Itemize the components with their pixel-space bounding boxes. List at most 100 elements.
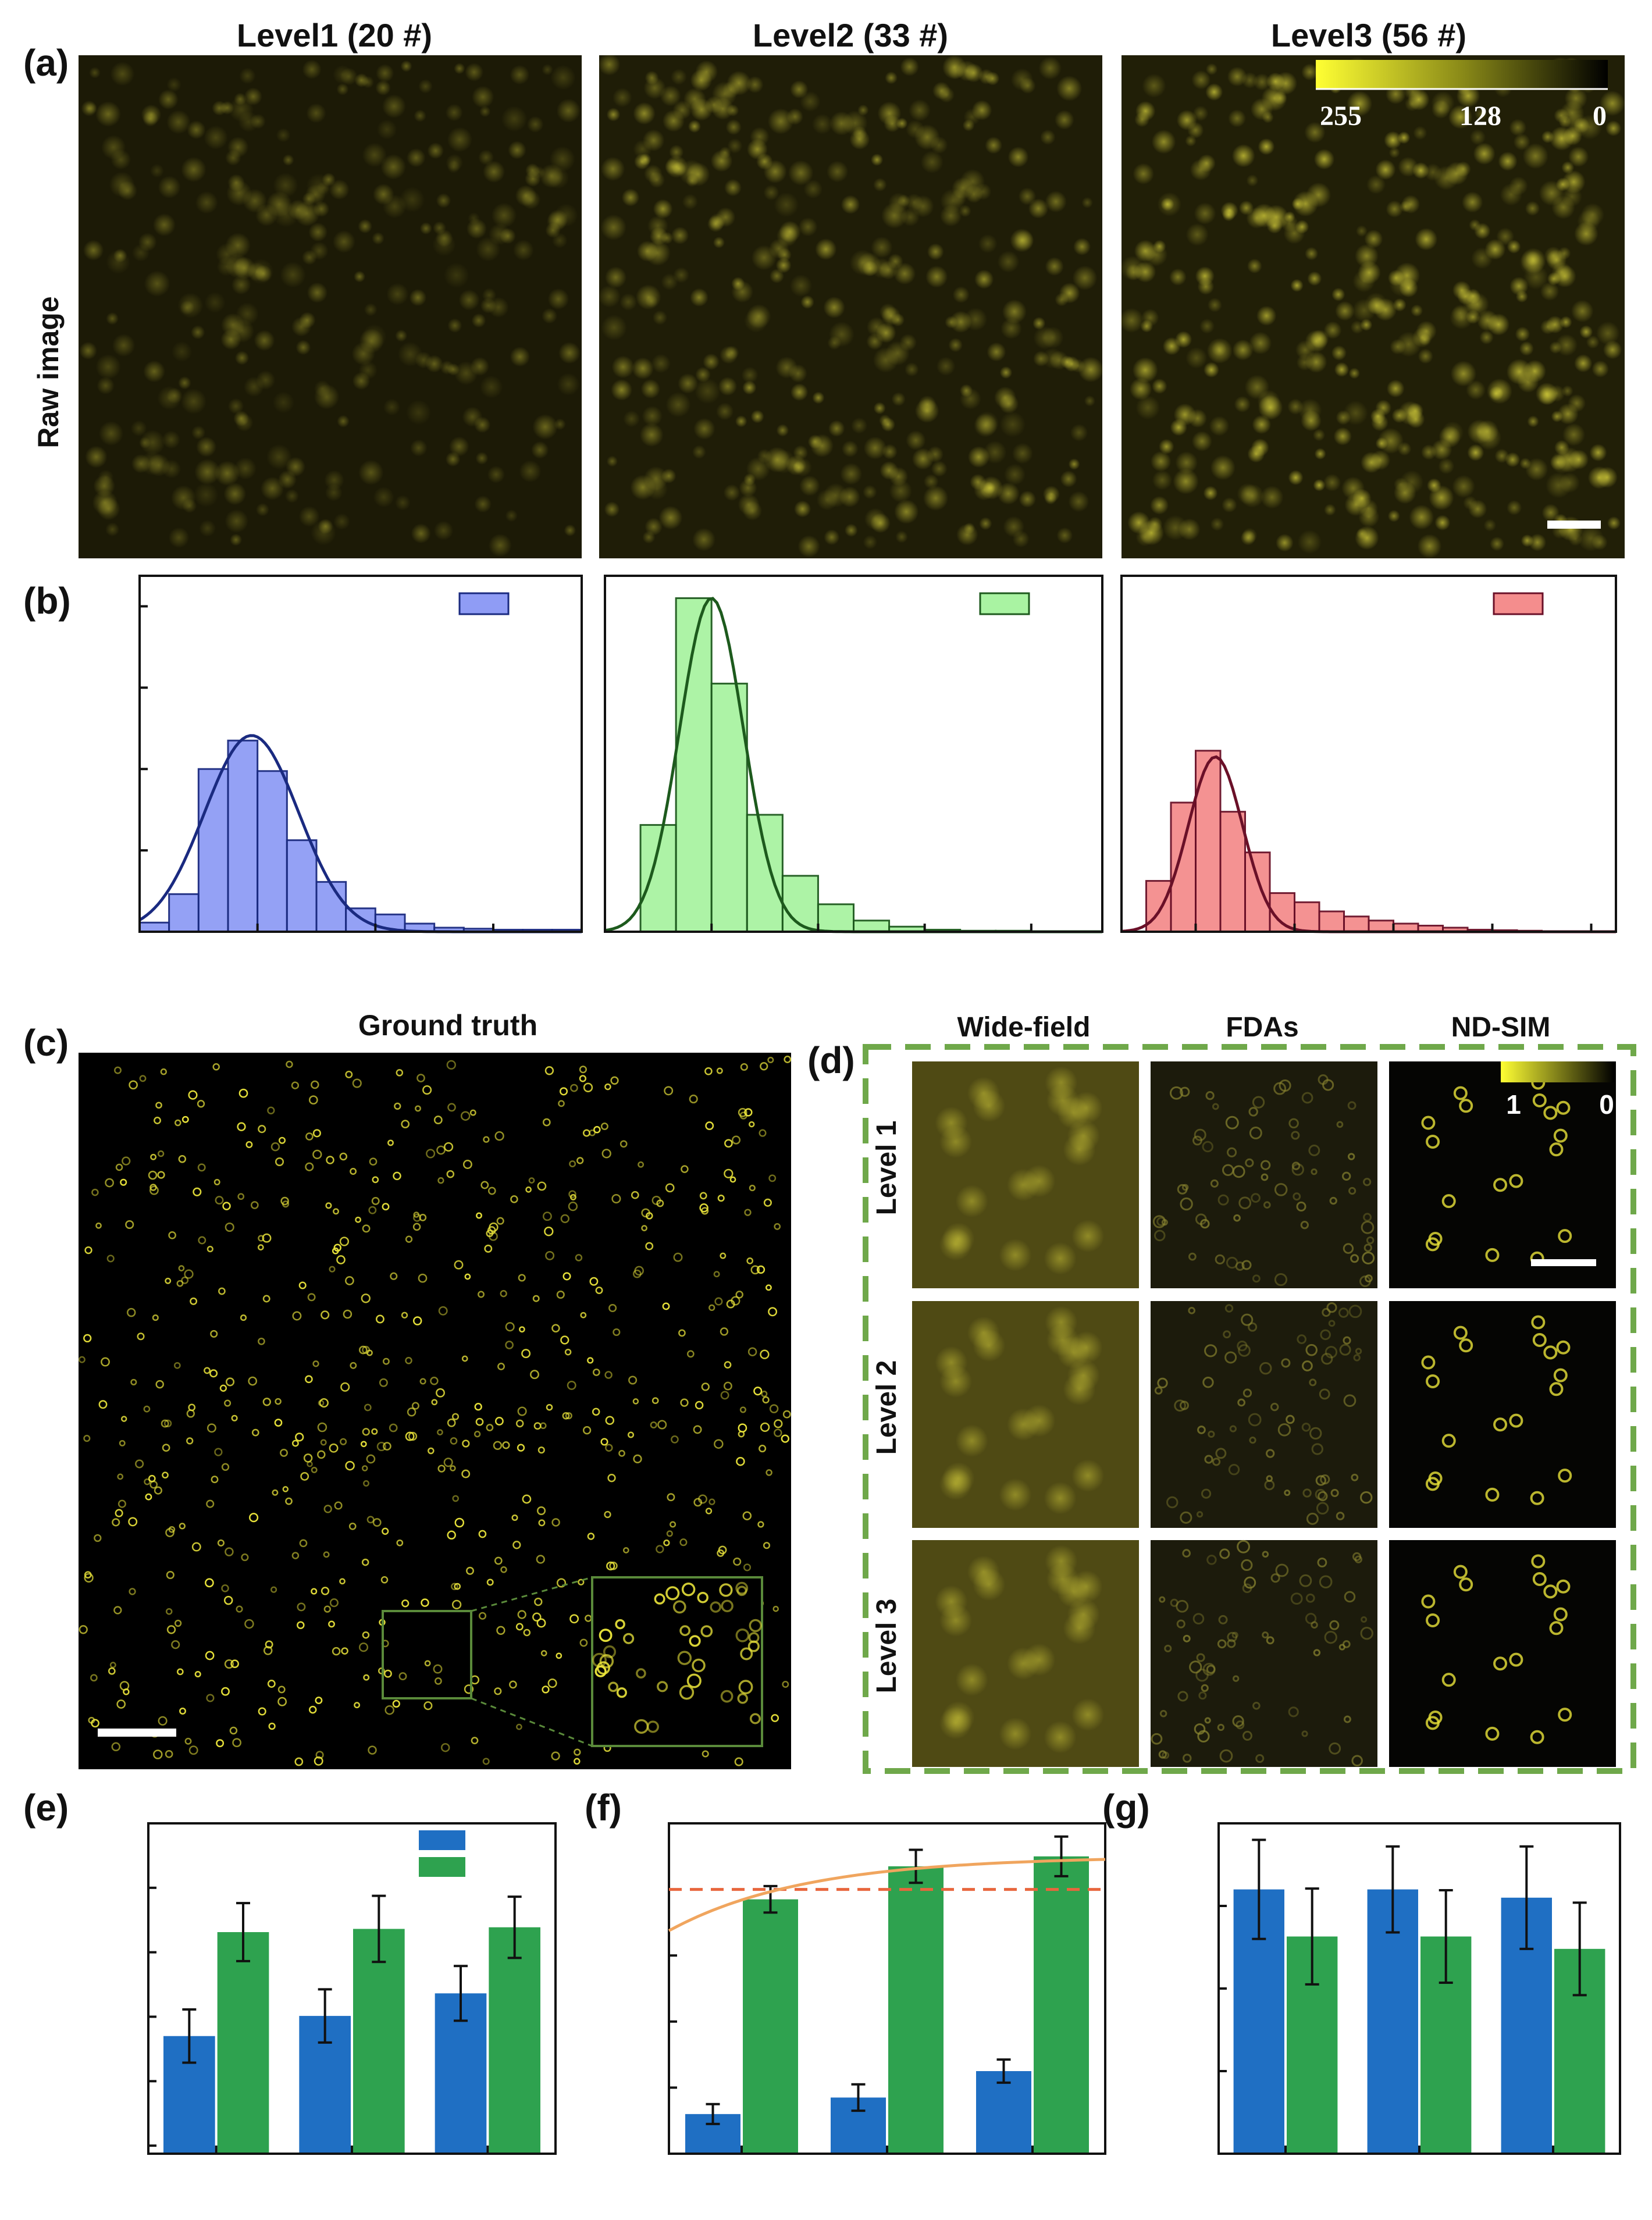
emitter-spot bbox=[1175, 331, 1192, 348]
ring-structure bbox=[161, 1419, 169, 1428]
artifact-blob bbox=[1252, 1096, 1265, 1109]
emitter-spot bbox=[827, 336, 842, 350]
emitter-spot bbox=[1399, 278, 1418, 298]
ring-structure bbox=[1549, 1382, 1564, 1396]
tile-background bbox=[1389, 1301, 1616, 1528]
emitter-spot bbox=[141, 104, 162, 125]
ring-structure bbox=[221, 1463, 230, 1471]
ring-structure bbox=[328, 1620, 335, 1628]
emitter-spot bbox=[987, 342, 1006, 362]
artifact-blob bbox=[1274, 1273, 1288, 1287]
ring-structure bbox=[689, 1635, 701, 1647]
emitter-spot bbox=[351, 342, 375, 366]
emitter-spot bbox=[488, 533, 512, 557]
emitter-spot bbox=[166, 77, 181, 92]
artifact-blob bbox=[1359, 1275, 1371, 1287]
emitter-spot bbox=[1343, 400, 1368, 426]
ring-structure bbox=[340, 1382, 350, 1392]
ring-structure bbox=[206, 1499, 215, 1508]
emitter-spot bbox=[1418, 348, 1433, 364]
emitter-spot bbox=[1135, 395, 1160, 420]
artifact-blob bbox=[1205, 1091, 1215, 1100]
artifact-blob bbox=[1156, 1217, 1166, 1227]
emitter-spot bbox=[1557, 403, 1579, 425]
ring-structure bbox=[163, 1419, 172, 1428]
ring-structure bbox=[155, 1380, 164, 1389]
ring-structure bbox=[1558, 1708, 1572, 1722]
ring-structure bbox=[532, 1295, 540, 1302]
ring-structure bbox=[129, 1080, 138, 1090]
artifact-blob bbox=[1215, 1448, 1227, 1459]
artifact-blob bbox=[1215, 1254, 1225, 1265]
ring-structure bbox=[1428, 1231, 1443, 1246]
emitter-spot bbox=[652, 310, 668, 325]
artifact-blob bbox=[1351, 1755, 1363, 1767]
emitter-spot bbox=[373, 486, 394, 508]
emitter-spot bbox=[479, 106, 491, 117]
ring-structure bbox=[460, 1111, 471, 1121]
emitter-spot bbox=[1331, 345, 1347, 361]
emitter-spot bbox=[482, 288, 497, 302]
emitter-spot bbox=[1550, 451, 1573, 474]
ring-structure bbox=[595, 1287, 603, 1295]
ring-structure bbox=[194, 1670, 201, 1678]
ring-structure bbox=[312, 1129, 321, 1138]
ring-structure bbox=[383, 1442, 391, 1451]
artifact-blob bbox=[1152, 1215, 1166, 1228]
level3-title: Level3 (56 #) bbox=[1271, 17, 1466, 54]
ring-structure bbox=[474, 1403, 482, 1411]
ring-structure bbox=[568, 1201, 578, 1211]
ring-structure bbox=[188, 1090, 198, 1100]
ring-structure bbox=[560, 1214, 569, 1224]
emitter-spot bbox=[380, 154, 406, 180]
ring-structure bbox=[354, 1702, 361, 1709]
ring-structure bbox=[466, 1566, 474, 1575]
ring-structure bbox=[502, 1441, 510, 1449]
ring-structure bbox=[1426, 1613, 1440, 1628]
ring-structure bbox=[542, 1118, 551, 1127]
ring-structure bbox=[251, 1428, 259, 1437]
emitter-spot bbox=[723, 484, 740, 501]
emitter-spot bbox=[792, 461, 805, 473]
emitter-spot bbox=[278, 470, 297, 489]
emitter-spot bbox=[1475, 108, 1488, 121]
ring-structure bbox=[641, 1225, 647, 1231]
ring-structure bbox=[636, 1668, 646, 1679]
ring-structure bbox=[530, 1370, 539, 1380]
emitter-spot bbox=[871, 236, 893, 258]
emitter-spot bbox=[1377, 427, 1404, 454]
ring-structure bbox=[774, 1428, 782, 1437]
emitter-spot bbox=[866, 317, 886, 337]
legend-swatch bbox=[979, 592, 1030, 615]
ring-structure bbox=[536, 1506, 546, 1516]
ring-structure bbox=[297, 1602, 306, 1612]
ring-structure bbox=[437, 1429, 443, 1435]
ring-structure bbox=[744, 1209, 752, 1216]
emitter-spot bbox=[1150, 496, 1169, 515]
emitter-spot bbox=[526, 116, 544, 133]
artifact-blob bbox=[1311, 1168, 1318, 1175]
ring-structure bbox=[173, 1362, 181, 1369]
ring-structure bbox=[339, 1578, 346, 1585]
ring-structure bbox=[418, 1273, 428, 1283]
emitter-spot bbox=[1232, 339, 1254, 361]
ring-structure bbox=[415, 1105, 421, 1112]
artifact-blob bbox=[1233, 1214, 1241, 1222]
ring-structure bbox=[657, 1420, 667, 1430]
ring-structure bbox=[667, 1493, 675, 1502]
blurred-spot bbox=[1063, 1612, 1096, 1645]
artifact-blob bbox=[1293, 1192, 1301, 1201]
ring-structure bbox=[759, 1445, 767, 1453]
emitter-spot bbox=[294, 201, 320, 227]
ring-structure bbox=[450, 1437, 458, 1445]
emitter-spot bbox=[1045, 191, 1067, 213]
emitter-spot bbox=[1489, 386, 1504, 401]
ring-structure bbox=[433, 1664, 443, 1674]
raw-image-label: Raw image bbox=[32, 296, 65, 448]
emitter-spot bbox=[1073, 238, 1091, 256]
tile-fdas-level3 bbox=[1151, 1540, 1377, 1767]
artifact-blob bbox=[1237, 1540, 1250, 1553]
ring-structure bbox=[405, 1431, 415, 1441]
emitter-spot bbox=[411, 523, 431, 544]
ring-structure bbox=[95, 1222, 102, 1229]
